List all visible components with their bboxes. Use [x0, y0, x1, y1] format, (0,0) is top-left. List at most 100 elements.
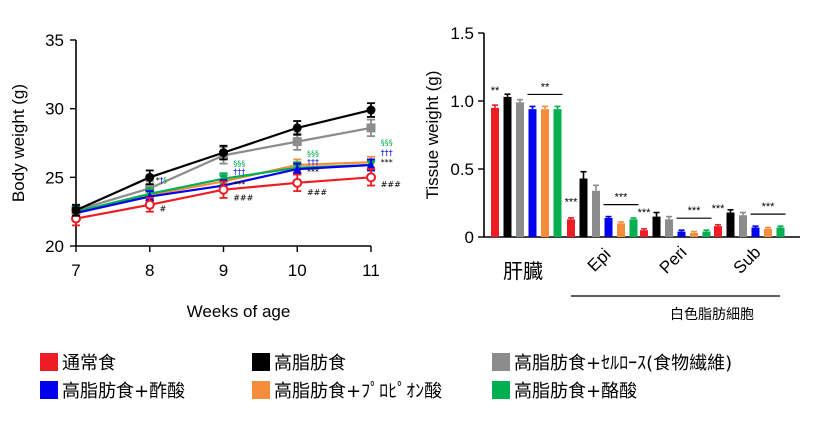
legend-label: 高脂肪食+酢酸 — [62, 381, 186, 402]
significance-label: *** — [688, 205, 702, 217]
x-tick-label: 10 — [288, 261, 307, 280]
data-point — [219, 148, 228, 158]
bar — [604, 217, 613, 237]
significance-label: ### — [307, 188, 327, 197]
significance-label: ††† — [307, 158, 319, 167]
data-point — [144, 199, 155, 210]
legend-swatch — [40, 353, 58, 371]
y-axis-title: Body weight (g) — [9, 84, 28, 202]
legend-swatch — [492, 353, 510, 371]
significance-label: § — [163, 176, 167, 185]
bar — [665, 219, 673, 237]
significance-label: *** — [712, 203, 726, 215]
y-tick-label: 0 — [465, 228, 474, 247]
data-point — [366, 105, 376, 115]
legend-swatch — [40, 381, 58, 399]
significance-label: * — [156, 176, 160, 185]
legend-label: 高脂肪食+ﾌﾟﾛﾋﾟｵﾝ酸 — [274, 381, 443, 402]
significance-label: ### — [233, 194, 253, 203]
x-tick-label: 9 — [219, 261, 228, 280]
bar — [592, 190, 600, 237]
bar — [690, 232, 698, 237]
bar — [516, 102, 524, 237]
legend-row: 通常食 高脂肪食 高脂肪食+ｾﾙﾛｰｽ(食物繊維) — [40, 348, 830, 376]
data-point — [292, 123, 302, 133]
data-point — [292, 137, 302, 147]
legend-item-high-fat-butyrate: 高脂肪食+酪酸 — [492, 377, 637, 403]
data-point — [366, 160, 376, 170]
data-point — [366, 172, 376, 183]
significance-label: §§§ — [307, 150, 319, 159]
bar-group-1: *** *** — [565, 170, 639, 237]
legend-swatch — [252, 353, 270, 371]
bar — [617, 223, 625, 237]
y-tick-label: 1.0 — [450, 92, 474, 111]
data-point — [366, 123, 376, 133]
legend-row: 高脂肪食+酢酸 高脂肪食+ﾌﾟﾛﾋﾟｵﾝ酸 高脂肪食+酪酸 — [40, 376, 830, 404]
bar — [764, 228, 772, 237]
significance-label: ### — [381, 180, 401, 189]
bar — [541, 109, 549, 237]
significance-label: *** — [307, 168, 319, 177]
category-label: Sub — [730, 243, 765, 278]
significance-label: §§§ — [381, 139, 393, 148]
bar — [528, 109, 537, 237]
significance-label: §§§ — [233, 159, 245, 168]
legend-label: 高脂肪食+酪酸 — [514, 381, 638, 402]
legend-swatch — [252, 381, 270, 399]
significance-label: *** — [615, 192, 629, 204]
legend-swatch — [492, 381, 510, 399]
significance-label: # — [159, 205, 166, 214]
y-tick-label: 0.5 — [450, 160, 474, 179]
significance-label: ††† — [233, 168, 245, 177]
bar — [579, 178, 588, 237]
bar — [652, 216, 661, 237]
category-label: 肝臓 — [503, 259, 543, 283]
bar — [751, 227, 760, 237]
y-axis-title: Tissue weight (g) — [423, 71, 442, 200]
significance-label: *** — [381, 158, 393, 167]
legend-item-high-fat-cellulose: 高脂肪食+ｾﾙﾛｰｽ(食物繊維) — [492, 349, 732, 375]
bar-group-0: ** ** — [491, 81, 563, 237]
body-weight-line-chart: 20 25 30 35 7 8 9 10 11 Weeks of age Body weight (… — [9, 31, 401, 321]
data-point — [219, 174, 228, 184]
data-point — [145, 172, 155, 182]
bar — [677, 231, 686, 237]
series-0 — [71, 168, 376, 227]
bar — [629, 219, 638, 237]
bar — [491, 107, 499, 237]
legend-label: 通常食 — [62, 353, 116, 374]
legend-item-high-fat-diet: 高脂肪食 — [252, 349, 492, 375]
bar — [553, 109, 562, 237]
group-label: 白色脂肪細胞 — [670, 306, 754, 323]
x-tick-label: 7 — [71, 261, 80, 280]
bar — [726, 212, 735, 237]
bar — [567, 219, 575, 237]
y-tick-label: 35 — [45, 31, 64, 50]
x-axis-title: Weeks of age — [187, 302, 291, 321]
bar — [503, 96, 512, 237]
data-point — [292, 177, 303, 188]
y-tick-label: 20 — [45, 237, 64, 256]
legend-label: 高脂肪食 — [274, 353, 346, 374]
significance-label: *** — [762, 201, 776, 213]
bar — [714, 226, 722, 237]
bar — [640, 230, 648, 237]
bar-group-2: *** *** — [638, 205, 712, 237]
x-tick-label: 11 — [362, 261, 380, 280]
legend-item-high-fat-propionate: 高脂肪食+ﾌﾟﾛﾋﾟｵﾝ酸 — [252, 377, 492, 403]
data-point — [218, 184, 229, 195]
figure-canvas: 20 25 30 35 7 8 9 10 11 Weeks of age Body weight (… — [9, 24, 800, 323]
data-point — [71, 205, 81, 215]
significance-label: ** — [491, 85, 500, 97]
category-label: Peri — [656, 243, 691, 278]
y-tick-label: 1.5 — [450, 24, 474, 43]
legend: 通常食 高脂肪食 高脂肪食+ｾﾙﾛｰｽ(食物繊維) 高脂肪食+酢酸 高脂肪食+ﾌ… — [40, 348, 830, 404]
significance-label: † — [159, 176, 163, 185]
bar — [776, 227, 785, 237]
significance-label: ** — [541, 81, 550, 93]
y-tick-label: 25 — [45, 168, 64, 187]
bar-group-3: *** *** — [712, 201, 786, 237]
legend-item-high-fat-acetate: 高脂肪食+酢酸 — [40, 377, 252, 403]
series-1 — [71, 102, 376, 217]
